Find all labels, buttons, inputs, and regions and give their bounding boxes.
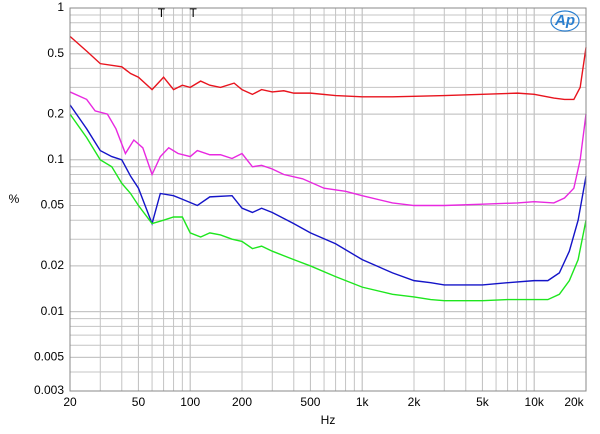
x-tick-label: 100 — [180, 395, 200, 409]
x-tick-label: 500 — [300, 395, 320, 409]
y-tick-label: 0.1 — [47, 152, 64, 166]
x-tick-label: 5k — [476, 395, 490, 409]
y-tick-label: 0.005 — [34, 349, 64, 363]
annotation: T — [189, 6, 197, 20]
y-axis-label: % — [9, 192, 20, 206]
y-tick-label: 1 — [57, 0, 64, 14]
y-tick-label: 0.003 — [34, 383, 64, 397]
x-tick-label: 50 — [132, 395, 146, 409]
plot-frame — [69, 7, 587, 392]
y-tick-label: 0.02 — [41, 258, 65, 272]
x-tick-label: 2k — [408, 395, 422, 409]
x-tick-label: 200 — [232, 395, 252, 409]
x-tick-label: 20 — [63, 395, 77, 409]
y-tick-label: 0.05 — [41, 198, 65, 212]
series-line — [69, 91, 587, 207]
logo: Ap — [554, 12, 575, 29]
x-tick-label: 20k — [564, 395, 584, 409]
x-tick-label: 1k — [356, 395, 370, 409]
y-tick-label: 0.5 — [47, 46, 64, 60]
y-tick-label: 0.01 — [41, 304, 65, 318]
logo-ring — [550, 10, 580, 32]
x-axis-label: Hz — [321, 413, 336, 427]
grid — [69, 7, 587, 392]
series-line — [69, 104, 587, 286]
series-line — [69, 35, 587, 101]
annotation: T — [158, 6, 166, 20]
x-tick-label: 10k — [525, 395, 545, 409]
series-line — [69, 113, 587, 302]
plot — [69, 35, 587, 302]
y-tick-label: 0.2 — [47, 106, 64, 120]
